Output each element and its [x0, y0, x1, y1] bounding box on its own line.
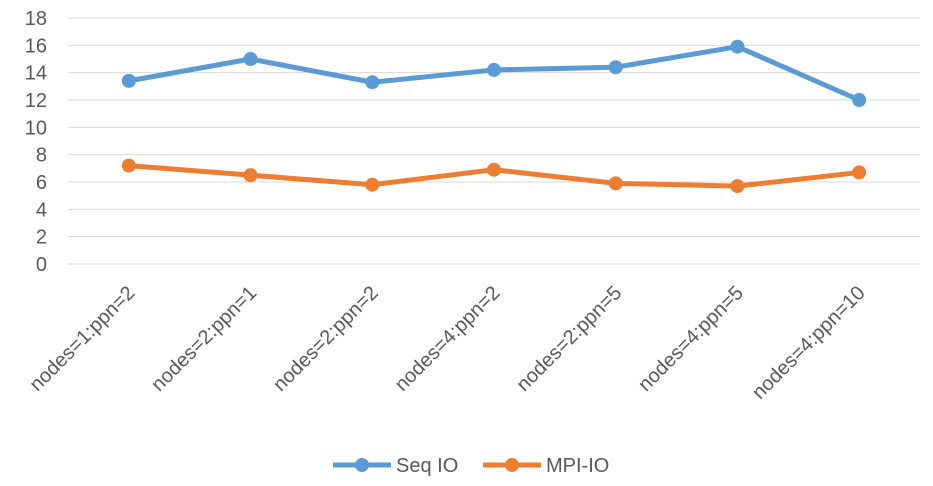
y-tick-label: 18: [25, 8, 47, 30]
x-tick-label: nodes=2:ppn=5: [512, 282, 626, 396]
x-tick-label: nodes=4:ppn=10: [748, 282, 870, 404]
data-point: [121, 158, 136, 173]
y-tick-label: 12: [25, 90, 47, 112]
y-tick-label: 10: [25, 117, 47, 139]
data-point: [243, 168, 258, 183]
legend-label: MPI-IO: [546, 455, 609, 477]
legend-swatch-marker: [505, 458, 519, 472]
data-point: [608, 176, 623, 191]
data-point: [852, 93, 867, 107]
legend-label: Seq IO: [396, 455, 458, 477]
x-tick-label: nodes=2:ppn=1: [147, 282, 261, 396]
legend: Seq IO MPI-IO: [333, 455, 609, 477]
data-point: [487, 62, 501, 77]
y-tick-label: 16: [25, 35, 47, 57]
data-point: [852, 165, 867, 180]
x-tick-label: nodes=1:ppn=2: [26, 282, 140, 396]
data-point: [487, 162, 501, 177]
x-tick-label: nodes=4:ppn=2: [391, 282, 505, 396]
data-point: [730, 179, 745, 194]
x-tick-label: nodes=4:ppn=5: [634, 282, 748, 396]
data-point: [243, 52, 258, 66]
data-point: [365, 177, 380, 192]
y-tick-label: 6: [36, 172, 47, 194]
y-tick-label: 8: [36, 145, 47, 167]
legend-swatch-marker: [355, 458, 369, 472]
data-point: [608, 60, 623, 75]
data-point: [365, 75, 380, 90]
y-tick-label: 14: [25, 63, 47, 85]
data-point: [730, 39, 745, 54]
data-point: [121, 73, 136, 88]
x-tick-label: nodes=2:ppn=2: [269, 282, 383, 396]
x-axis-ticks: nodes=1:ppn=2 nodes=2:ppn=1 nodes=2:ppn=2 n…: [26, 282, 870, 404]
gridlines: [68, 17, 920, 265]
y-tick-label: 4: [36, 199, 47, 221]
y-axis-ticks: 0 2 4 6 8 10 12 14 16 18: [25, 8, 47, 276]
series-group: [121, 39, 867, 194]
y-tick-label: 0: [36, 254, 47, 276]
y-tick-label: 2: [36, 227, 47, 249]
